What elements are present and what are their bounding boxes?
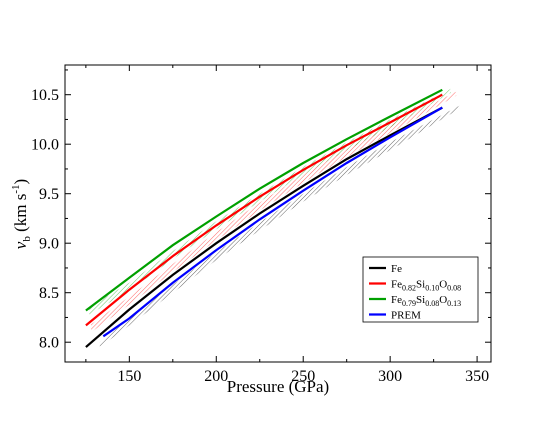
legend-entry: Fe [391,263,402,275]
y-tick-label: 9.5 [39,186,59,203]
legend-entry: Fe0.79Si0.08O0.13 [391,294,461,308]
x-tick-label: 250 [291,368,315,385]
x-tick-label: 300 [378,368,402,385]
y-tick-label: 9.0 [39,236,59,253]
line-series-2 [85,88,443,312]
band-series-0 [99,105,460,348]
band-series-1 [91,91,457,333]
y-tick-label: 8.0 [39,335,59,352]
line-series-0 [85,106,443,348]
x-tick-label: 150 [117,368,141,385]
y-tick-label: 10.5 [31,87,59,104]
plot-frame [64,64,492,363]
legend-entry: Fe0.82Si0.10O0.08 [391,279,461,293]
x-axis-label: Pressure (GPa) [227,377,329,396]
line-series-1 [85,93,443,327]
x-axis-ticks: 150 200 250 300 350 [85,65,489,385]
line-series-3 [102,106,443,338]
y-axis-label: vb (km s-1) [10,179,33,249]
series-lines [85,88,443,348]
y-tick-label: 10.0 [31,137,59,154]
legend-entry: PREM [391,310,421,322]
y-axis-ticks: 8.0 8.5 9.0 9.5 10.0 10.5 [31,69,491,352]
y-tick-label: 8.5 [39,285,59,302]
x-tick-label: 350 [465,368,489,385]
x-tick-label: 200 [204,368,228,385]
